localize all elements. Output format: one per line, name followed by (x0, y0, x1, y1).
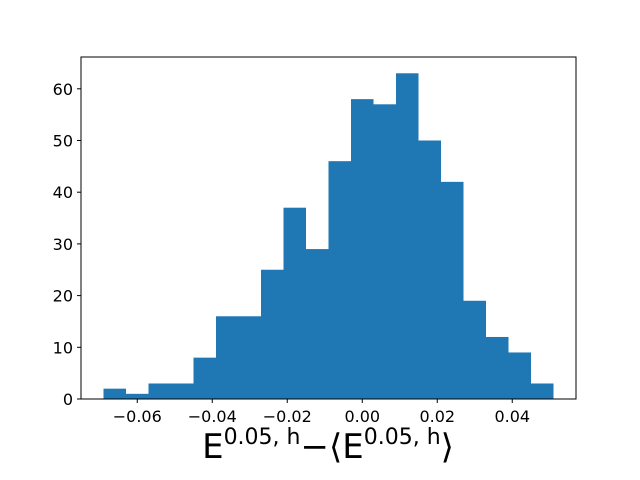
plot-frame (80, 56, 577, 400)
x-axis-label-part: E (202, 427, 223, 467)
bar (148, 383, 171, 399)
bar (328, 161, 351, 399)
x-axis-label: E0.05, h−⟨E0.05, h⟩ (202, 425, 454, 467)
y-tick-label: 40 (53, 183, 73, 202)
y-tick-label: 10 (53, 338, 73, 357)
bar (373, 104, 396, 399)
x-tick-label: −0.04 (188, 407, 237, 426)
bar (126, 393, 149, 399)
y-tick-label: 20 (53, 287, 73, 306)
bar (463, 300, 486, 399)
bar (486, 336, 509, 399)
bar (216, 316, 239, 399)
bar (193, 357, 216, 399)
bar (441, 181, 464, 399)
x-axis-label-part: −⟨E (300, 427, 363, 467)
bar (396, 73, 419, 400)
x-tick-label: −0.06 (113, 407, 162, 426)
x-tick-label: 0.02 (419, 407, 455, 426)
bar (508, 352, 531, 399)
y-tick-label: 60 (53, 80, 73, 99)
x-axis-label-part: ⟩ (441, 427, 454, 467)
x-tick-label: 0.00 (344, 407, 380, 426)
bar (418, 140, 441, 400)
bar (171, 383, 194, 399)
x-tick-label: 0.04 (494, 407, 530, 426)
bar (351, 99, 374, 400)
x-axis-label-part: 0.05, h (224, 425, 301, 450)
x-axis-label-part: 0.05, h (364, 425, 441, 450)
x-tick-label: −0.02 (263, 407, 312, 426)
y-tick-label: 50 (53, 131, 73, 150)
bar (306, 249, 329, 399)
bar (238, 316, 261, 399)
bar (103, 388, 126, 399)
bar (531, 383, 554, 399)
y-tick-label: 30 (53, 235, 73, 254)
bar (283, 207, 306, 399)
y-tick-label: 0 (63, 390, 73, 409)
bar (261, 269, 284, 399)
